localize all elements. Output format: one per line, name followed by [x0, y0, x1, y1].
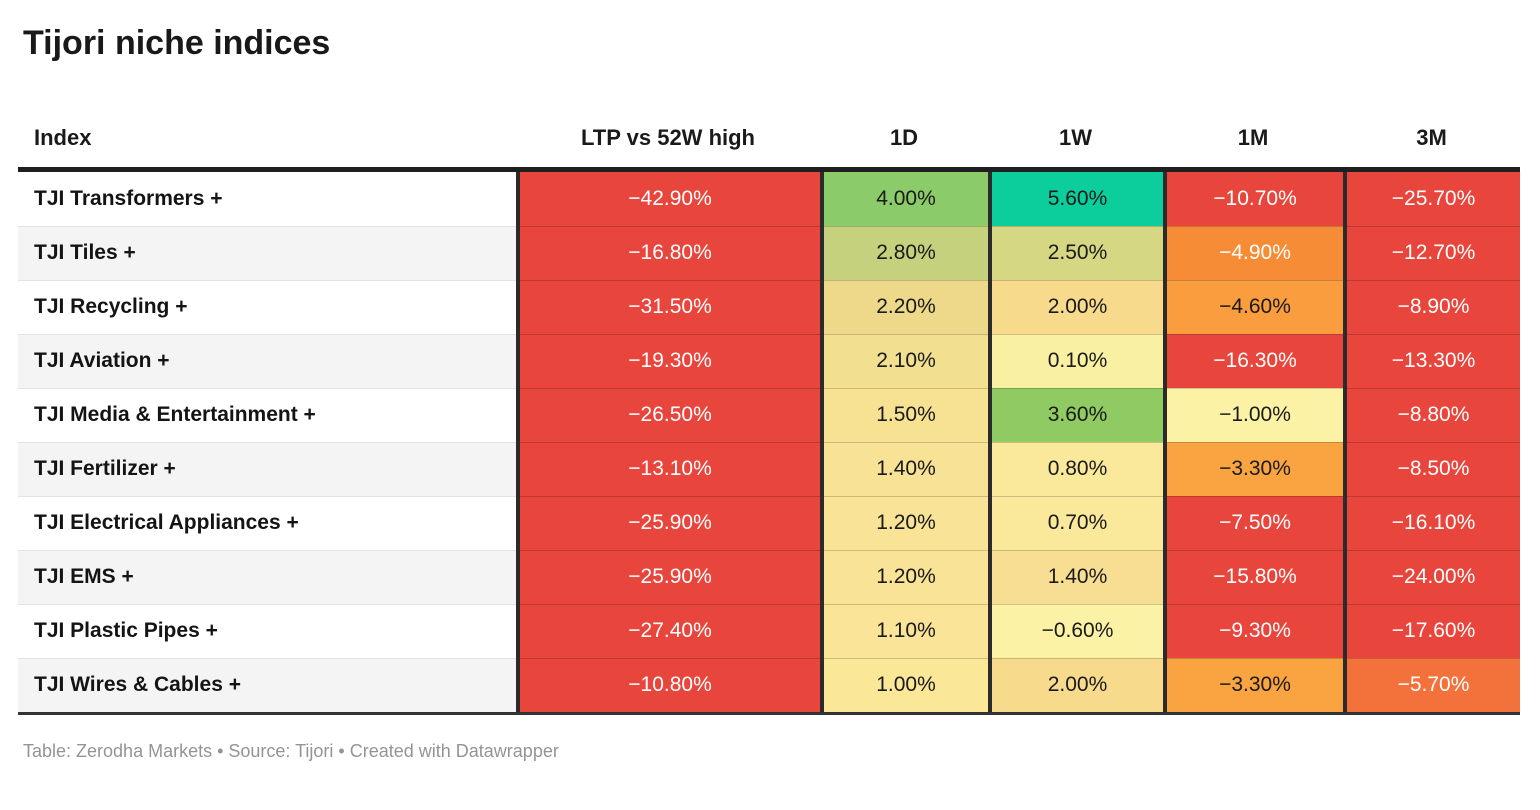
cell-3m: −13.30%	[1343, 333, 1520, 388]
cell-ltp: −25.90%	[516, 495, 820, 550]
cell-1d: 1.00%	[820, 657, 988, 712]
table-body: TJI Transformers + −42.90% 4.00% 5.60% −…	[18, 171, 1520, 712]
column-header-3m: 3M	[1416, 124, 1447, 150]
cell-1m: −15.80%	[1163, 549, 1343, 604]
table-row: TJI Tiles + −16.80% 2.80% 2.50% −4.90% −…	[18, 225, 1520, 280]
cell-1d: 1.50%	[820, 387, 988, 442]
indices-table: Index LTP vs 52W high 1D 1W 1M 3M TJI Tr…	[18, 125, 1520, 715]
cell-1m: −3.30%	[1163, 657, 1343, 712]
table-row: TJI Electrical Appliances + −25.90% 1.20…	[18, 495, 1520, 550]
column-header-ltp: LTP vs 52W high	[581, 124, 755, 150]
column-header-index: Index	[34, 124, 92, 150]
cell-3m: −12.70%	[1343, 225, 1520, 280]
cell-1m: −4.90%	[1163, 225, 1343, 280]
cell-3m: −24.00%	[1343, 549, 1520, 604]
cell-1m: −10.70%	[1163, 171, 1343, 226]
cell-1d: 1.20%	[820, 495, 988, 550]
cell-1w: 1.40%	[988, 549, 1163, 604]
cell-ltp: −25.90%	[516, 549, 820, 604]
cell-1w: 0.80%	[988, 441, 1163, 496]
table-top-rule	[18, 166, 1520, 172]
cell-1m: −7.50%	[1163, 495, 1343, 550]
cell-1d: 1.20%	[820, 549, 988, 604]
cell-1m: −4.60%	[1163, 279, 1343, 334]
page-title: Tijori niche indices	[23, 24, 331, 62]
cell-1w: 3.60%	[988, 387, 1163, 442]
table-row: TJI Wires & Cables + −10.80% 1.00% 2.00%…	[18, 657, 1520, 712]
cell-ltp: −19.30%	[516, 333, 820, 388]
table-row: TJI Aviation + −19.30% 2.10% 0.10% −16.3…	[18, 333, 1520, 388]
index-expand-cell[interactable]: TJI Electrical Appliances +	[18, 495, 516, 550]
cell-1m: −3.30%	[1163, 441, 1343, 496]
cell-1d: 1.40%	[820, 441, 988, 496]
table-header-row: Index LTP vs 52W high 1D 1W 1M 3M	[18, 125, 1520, 167]
index-expand-cell[interactable]: TJI Tiles +	[18, 225, 516, 280]
cell-3m: −8.80%	[1343, 387, 1520, 442]
table-row: TJI Fertilizer + −13.10% 1.40% 0.80% −3.…	[18, 441, 1520, 496]
cell-3m: −8.50%	[1343, 441, 1520, 496]
table-row: TJI EMS + −25.90% 1.20% 1.40% −15.80% −2…	[18, 549, 1520, 604]
table-bottom-rule	[18, 711, 1520, 715]
cell-1w: 0.70%	[988, 495, 1163, 550]
index-expand-cell[interactable]: TJI Aviation +	[18, 333, 516, 388]
cell-1w: 5.60%	[988, 171, 1163, 226]
index-expand-cell[interactable]: TJI Recycling +	[18, 279, 516, 334]
cell-1w: −0.60%	[988, 603, 1163, 658]
column-header-1w: 1W	[1059, 124, 1092, 150]
cell-ltp: −26.50%	[516, 387, 820, 442]
cell-1w: 2.00%	[988, 657, 1163, 712]
index-expand-cell[interactable]: TJI Media & Entertainment +	[18, 387, 516, 442]
cell-1w: 2.00%	[988, 279, 1163, 334]
column-header-1d: 1D	[889, 124, 919, 150]
cell-1m: −16.30%	[1163, 333, 1343, 388]
table-row: TJI Plastic Pipes + −27.40% 1.10% −0.60%…	[18, 603, 1520, 658]
cell-3m: −5.70%	[1343, 657, 1520, 712]
index-expand-cell[interactable]: TJI Wires & Cables +	[18, 657, 516, 712]
table-row: TJI Recycling + −31.50% 2.20% 2.00% −4.6…	[18, 279, 1520, 334]
cell-ltp: −42.90%	[516, 171, 820, 226]
index-expand-cell[interactable]: TJI Transformers +	[18, 171, 516, 226]
cell-ltp: −10.80%	[516, 657, 820, 712]
cell-ltp: −27.40%	[516, 603, 820, 658]
cell-ltp: −16.80%	[516, 225, 820, 280]
cell-1d: 2.80%	[820, 225, 988, 280]
index-expand-cell[interactable]: TJI EMS +	[18, 549, 516, 604]
cell-3m: −17.60%	[1343, 603, 1520, 658]
cell-1w: 2.50%	[988, 225, 1163, 280]
cell-ltp: −31.50%	[516, 279, 820, 334]
cell-ltp: −13.10%	[516, 441, 820, 496]
cell-1d: 4.00%	[820, 171, 988, 226]
cell-1d: 1.10%	[820, 603, 988, 658]
cell-1w: 0.10%	[988, 333, 1163, 388]
footer-attribution: Table: Zerodha Markets • Source: Tijori …	[23, 740, 559, 761]
cell-1d: 2.20%	[820, 279, 988, 334]
table-row: TJI Transformers + −42.90% 4.00% 5.60% −…	[18, 171, 1520, 226]
index-expand-cell[interactable]: TJI Fertilizer +	[18, 441, 516, 496]
cell-1d: 2.10%	[820, 333, 988, 388]
column-header-1m: 1M	[1237, 124, 1269, 150]
cell-1m: −1.00%	[1163, 387, 1343, 442]
cell-3m: −25.70%	[1343, 171, 1520, 226]
table-row: TJI Media & Entertainment + −26.50% 1.50…	[18, 387, 1520, 442]
cell-1m: −9.30%	[1163, 603, 1343, 658]
cell-3m: −8.90%	[1343, 279, 1520, 334]
index-expand-cell[interactable]: TJI Plastic Pipes +	[18, 603, 516, 658]
cell-3m: −16.10%	[1343, 495, 1520, 550]
